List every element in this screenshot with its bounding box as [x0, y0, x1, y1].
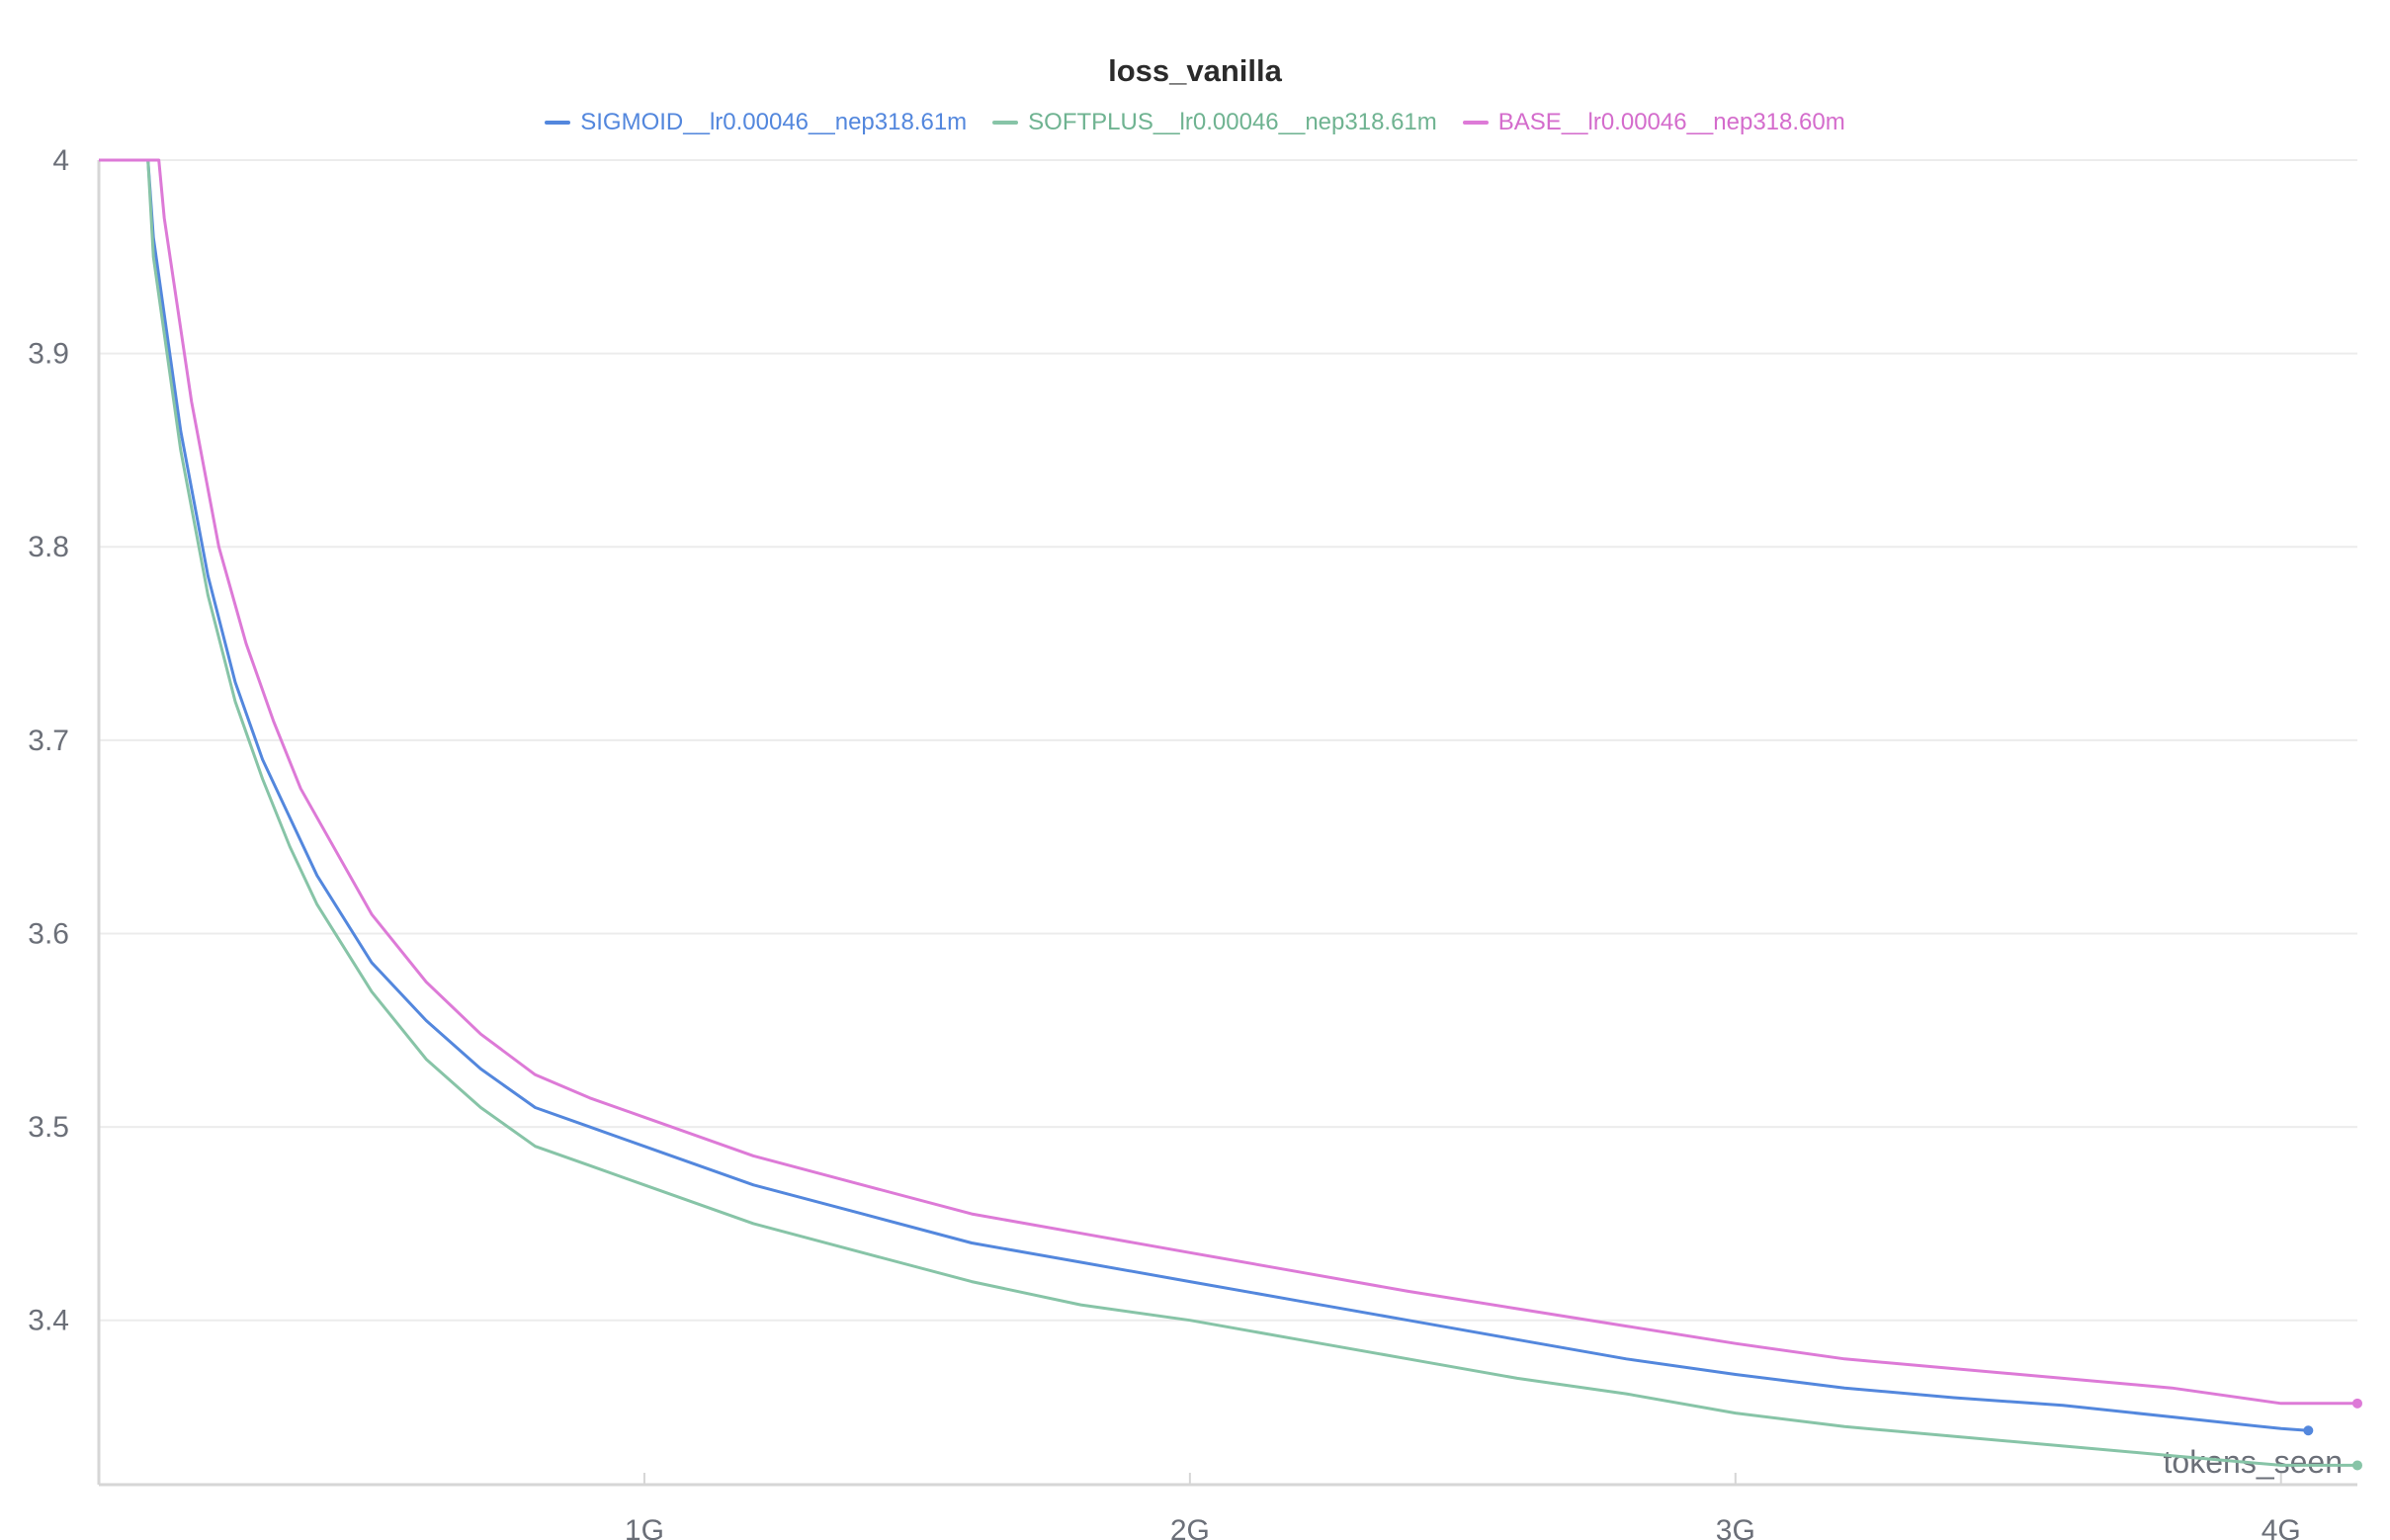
y-tick-label: 3.4	[28, 1305, 69, 1337]
y-tick-label: 4	[52, 144, 69, 177]
legend-label-sigmoid: SIGMOID__lr0.00046__nep318.61m	[580, 109, 968, 135]
series-line-1	[99, 158, 2357, 1467]
legend-item-base[interactable]: BASE__lr0.00046__nep318.60m	[1462, 109, 1845, 136]
series-line-2	[99, 158, 2357, 1406]
series-end-marker-2	[2352, 1398, 2362, 1409]
series-line-0	[99, 158, 2309, 1432]
legend-item-sigmoid[interactable]: SIGMOID__lr0.00046__nep318.61m	[545, 109, 967, 136]
series-end-marker-0	[2303, 1425, 2314, 1436]
x-tick-label: 2G	[1170, 1514, 1210, 1540]
y-tick-label: 3.6	[28, 917, 69, 950]
legend-swatch-softplus	[992, 121, 1019, 125]
y-tick-label: 3.5	[28, 1111, 69, 1144]
y-tick-label: 3.8	[28, 531, 69, 563]
legend-swatch-sigmoid	[545, 121, 571, 125]
y-tick-label: 3.7	[28, 725, 69, 757]
y-tick-label: 3.9	[28, 338, 69, 371]
legend: SIGMOID__lr0.00046__nep318.61m SOFTPLUS_…	[0, 109, 2390, 136]
series-end-marker-1	[2352, 1460, 2362, 1471]
x-tick-label: 3G	[1716, 1514, 1755, 1540]
x-tick-label: 1G	[625, 1514, 664, 1540]
chart-title: loss_vanilla	[1108, 53, 1282, 88]
x-tick-label: 4G	[2262, 1514, 2301, 1540]
legend-item-softplus[interactable]: SOFTPLUS__lr0.00046__nep318.61m	[992, 109, 1437, 136]
legend-swatch-base	[1462, 121, 1489, 125]
legend-label-base: BASE__lr0.00046__nep318.60m	[1497, 109, 1845, 135]
legend-label-softplus: SOFTPLUS__lr0.00046__nep318.61m	[1028, 109, 1437, 135]
